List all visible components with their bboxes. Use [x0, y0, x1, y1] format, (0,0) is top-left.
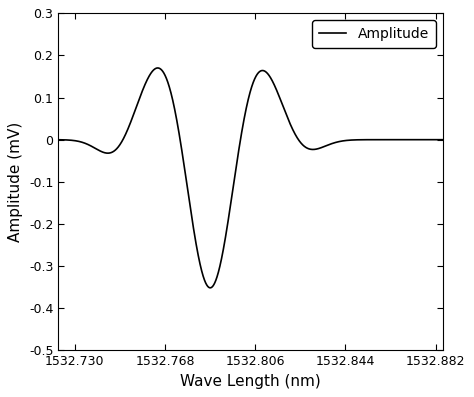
X-axis label: Wave Length (nm): Wave Length (nm)	[180, 374, 321, 389]
Amplitude	[359, 137, 365, 142]
Line: Amplitude: Amplitude	[27, 68, 474, 288]
Amplitude	[292, 130, 297, 135]
Amplitude	[311, 147, 317, 152]
Amplitude	[25, 137, 30, 142]
Amplitude	[155, 66, 161, 70]
Legend: Amplitude: Amplitude	[312, 20, 436, 48]
Y-axis label: Amplitude (mV): Amplitude (mV)	[9, 121, 23, 242]
Amplitude	[47, 137, 53, 142]
Amplitude	[207, 285, 213, 290]
Amplitude	[383, 137, 389, 142]
Amplitude	[188, 208, 193, 213]
